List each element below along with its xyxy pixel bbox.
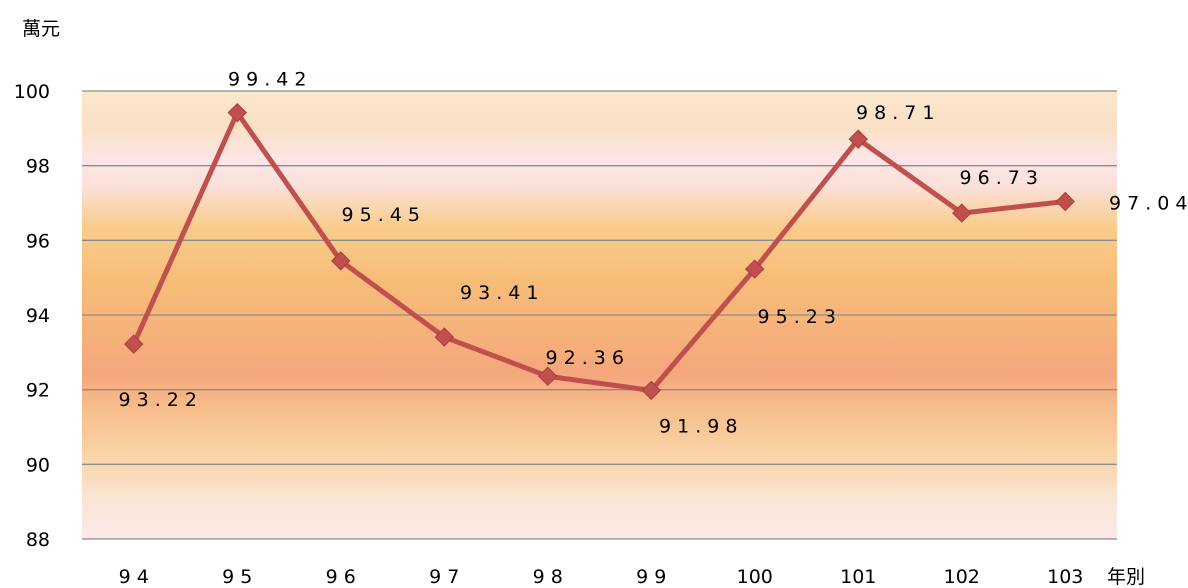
x-tick-label: 9 9 <box>636 566 666 588</box>
x-tick-label: 9 4 <box>119 566 149 588</box>
y-tick-label: 94 <box>26 305 50 327</box>
data-point-marker <box>952 203 972 223</box>
x-tick-label: 9 7 <box>429 566 459 588</box>
series-markers <box>124 102 1075 401</box>
data-point-marker <box>227 102 247 123</box>
data-label: 9 8 . 7 1 <box>856 102 935 124</box>
data-label: 9 1 . 9 8 <box>659 415 738 437</box>
data-point-marker <box>538 366 558 386</box>
data-label: 9 7 . 0 4 <box>1109 193 1188 215</box>
series-line <box>131 110 1066 393</box>
y-axis-tick-labels: 88 90 92 94 96 98 100 <box>14 81 50 551</box>
data-point-marker <box>745 259 765 279</box>
y-axis-title: 萬元 <box>22 18 60 40</box>
x-tick-label: 103 <box>1047 566 1083 588</box>
y-tick-label: 100 <box>14 81 50 103</box>
data-point-marker <box>641 380 661 401</box>
y-tick-label: 98 <box>26 156 50 178</box>
data-point-marker <box>434 327 454 347</box>
series-data-labels: 9 3 . 2 2 9 9 . 4 2 9 5 . 4 5 9 3 . 4 1 9 2 … <box>118 69 1187 438</box>
data-point-marker <box>331 251 351 271</box>
data-point-marker <box>848 129 868 149</box>
y-tick-label: 88 <box>26 529 50 551</box>
data-label: 9 3 . 4 1 <box>460 282 539 304</box>
series-line-group <box>131 110 1066 393</box>
y-tick-label: 96 <box>26 230 50 252</box>
x-tick-label: 9 8 <box>533 566 563 588</box>
data-point-marker <box>124 334 144 354</box>
x-tick-label: 100 <box>737 566 773 588</box>
x-tick-label: 102 <box>944 566 980 588</box>
x-tick-label: 9 5 <box>222 566 252 588</box>
data-label: 9 5 . 4 5 <box>341 204 420 226</box>
y-tick-label: 90 <box>26 454 50 476</box>
gridlines <box>82 90 1117 540</box>
x-axis-title: 年別 <box>1107 566 1145 588</box>
data-point-marker <box>1055 191 1075 212</box>
y-tick-label: 92 <box>26 380 50 402</box>
x-axis-tick-labels: 9 4 9 5 9 6 9 7 9 8 9 9 100 101 102 103 <box>119 566 1084 588</box>
data-label: 9 6 . 7 3 <box>959 167 1038 189</box>
data-label: 9 5 . 2 3 <box>757 306 836 328</box>
x-tick-label: 101 <box>840 566 876 588</box>
data-label: 9 2 . 3 6 <box>545 347 624 369</box>
data-label: 9 9 . 4 2 <box>228 69 307 91</box>
data-label: 9 3 . 2 2 <box>118 389 197 411</box>
x-tick-label: 9 6 <box>326 566 356 588</box>
